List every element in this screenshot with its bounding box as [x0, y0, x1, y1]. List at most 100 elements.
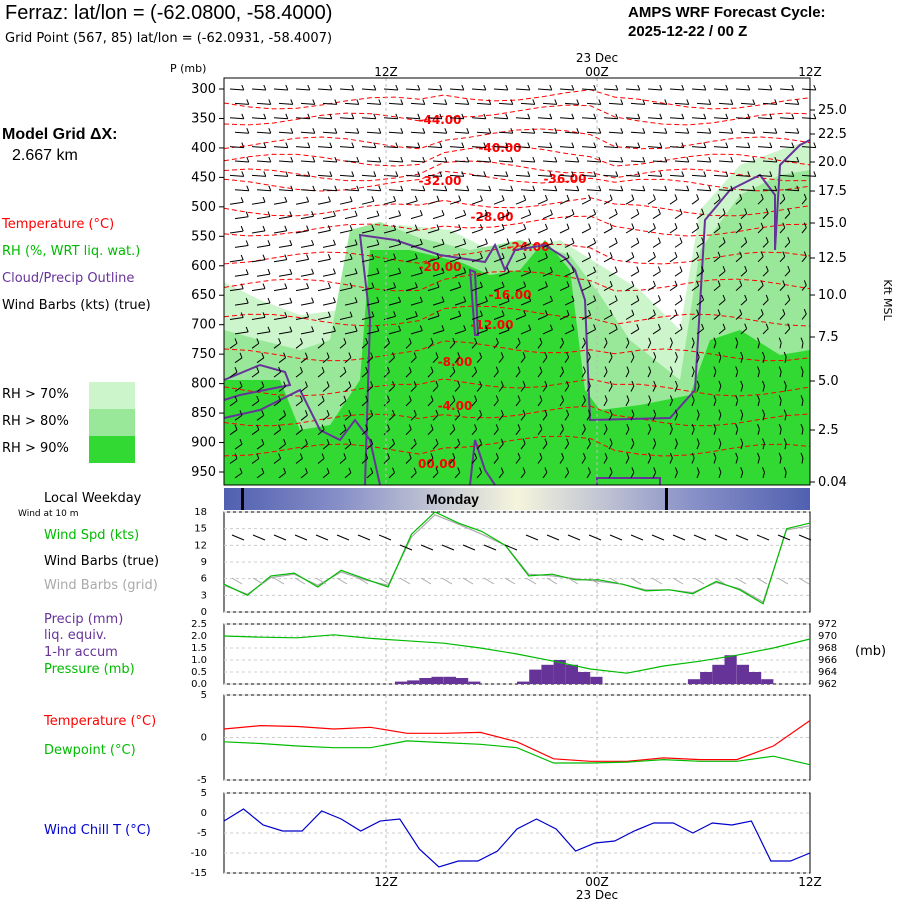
wind-barb-10m — [651, 534, 665, 541]
wind-barb-feather — [796, 185, 800, 191]
wind-barb-feather — [631, 280, 635, 287]
wind-barb — [383, 457, 390, 464]
wind-barb-feather — [484, 267, 488, 273]
wind-barb-feather — [609, 352, 613, 358]
wind-barb-feather — [653, 438, 657, 444]
wind-barb-feather — [740, 380, 744, 387]
wind-barb — [317, 400, 325, 407]
windchill-series — [223, 808, 811, 868]
wind-barb — [449, 286, 461, 292]
wind-barb-feather — [549, 209, 553, 215]
wind-barb — [608, 356, 613, 363]
wind-barb-feather — [686, 128, 690, 134]
wind-barb-feather — [241, 113, 245, 119]
wind-barb-feather — [261, 467, 265, 474]
wind-barb — [405, 146, 420, 149]
wind-barb-feather — [261, 352, 265, 358]
wind-barb — [718, 213, 726, 219]
wind-barb — [586, 189, 601, 192]
wind-barb-feather — [457, 409, 461, 416]
wind-barb-feather — [241, 84, 245, 91]
wind-barb — [564, 414, 570, 421]
wind-barb-feather — [657, 208, 661, 215]
wind-barb-feather — [483, 142, 487, 148]
wind-barb — [295, 117, 310, 120]
wind-barb-feather — [283, 352, 287, 358]
pressure-tick-label: 300 — [191, 82, 216, 97]
wind-barb-feather — [436, 253, 440, 259]
wind-barb — [278, 102, 293, 105]
wind-barb-grid-10m — [399, 577, 411, 585]
wind-barb-feather — [566, 438, 570, 444]
wind-barb-feather — [620, 128, 624, 134]
wind-barb — [498, 356, 504, 364]
wind-barb-10m — [399, 544, 413, 551]
wind-barb — [427, 315, 440, 320]
wind-barb — [735, 400, 739, 407]
wind-barb — [388, 131, 403, 134]
wind-barb — [229, 371, 238, 378]
wind-barb-feather — [458, 253, 462, 259]
wind-barb-10m — [357, 534, 371, 541]
wind-barb — [564, 271, 575, 277]
wind-barb-feather — [343, 338, 347, 344]
temp-contour — [223, 405, 811, 427]
wind-barb-feather — [239, 381, 243, 387]
wind-barb-feather — [576, 156, 580, 163]
wind-barb-feather — [349, 253, 353, 260]
wind-barb — [537, 174, 552, 177]
precip-bar — [712, 664, 725, 684]
wind-barb — [652, 160, 667, 163]
wind-barb-feather — [582, 366, 586, 372]
wind-barb-feather — [461, 171, 465, 177]
wind-barb-feather — [787, 237, 791, 243]
wind-barb-feather — [783, 380, 787, 387]
wind-barb — [801, 371, 804, 378]
wind-barb — [696, 472, 700, 479]
wind-barb — [586, 328, 596, 335]
wind-barb-10m — [567, 534, 581, 541]
wind-barb — [432, 189, 447, 192]
wind-barb-feather — [659, 171, 663, 177]
wind-barb-feather — [284, 196, 288, 203]
wind-barb-grid-10m — [336, 577, 348, 585]
wind-barb-feather — [571, 324, 575, 330]
wind-barb-feather — [765, 294, 769, 301]
wind-barb — [713, 256, 721, 263]
legend-wind-10m: Wind at 10 m — [18, 509, 79, 519]
wind-barb — [410, 243, 423, 248]
wind-barb-feather — [256, 338, 260, 344]
wind-barb-feather — [329, 171, 333, 177]
wind-barb-feather — [290, 185, 294, 191]
wind-barb-feather — [334, 128, 338, 134]
wind-barb — [322, 386, 330, 392]
wind-barb — [757, 227, 764, 234]
wind-barb — [674, 443, 678, 450]
wind-barb — [735, 174, 750, 177]
wind-barb-feather — [674, 467, 678, 473]
wind-barb-feather — [609, 467, 613, 473]
wind-barb — [696, 414, 700, 421]
wind-barb — [608, 213, 618, 220]
wind-barb-feather — [532, 99, 536, 105]
wind-barb-10m — [693, 534, 707, 541]
temp-panel-tick-label: 0 — [201, 733, 207, 744]
wind-barb — [498, 189, 513, 192]
wind-barb-grid-10m — [777, 577, 789, 585]
legend-rh70: RH > 70% — [2, 387, 69, 402]
wind-barb-feather — [626, 424, 630, 430]
wind-barb-10m — [630, 534, 644, 541]
temp-panel-tick-label: 5 — [201, 690, 207, 701]
wind-barb-feather — [479, 352, 483, 358]
wind-barb — [801, 313, 807, 320]
wind-barb-feather — [691, 366, 695, 372]
wind-barb-feather — [311, 268, 315, 274]
wind-barb — [559, 257, 570, 263]
pressure-tick-label: 964 — [818, 667, 837, 678]
precip-panel-tick-label: 0.0 — [191, 679, 207, 690]
wind-barb-feather — [463, 267, 467, 273]
wind-barb-feather — [332, 210, 336, 217]
wind-barb — [718, 131, 733, 134]
wind-barb — [471, 257, 483, 263]
wind-barb-feather — [356, 156, 360, 163]
